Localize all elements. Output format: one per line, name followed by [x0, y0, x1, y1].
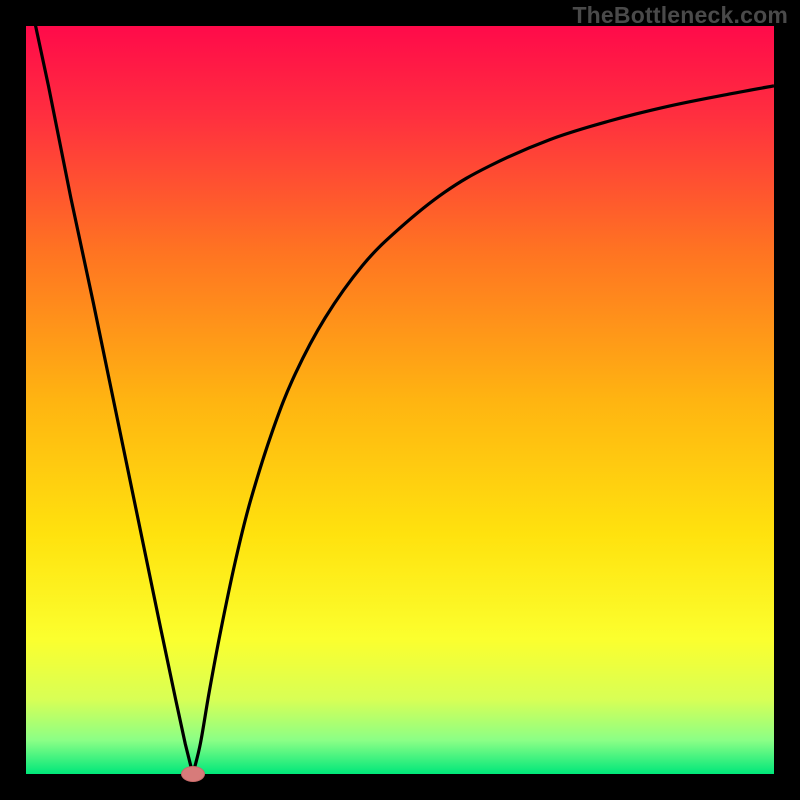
watermark-text: TheBottleneck.com: [572, 2, 788, 29]
bottleneck-curve: [26, 26, 774, 774]
chart-frame: TheBottleneck.com: [0, 0, 800, 800]
plot-area: [26, 26, 774, 774]
optimal-point-marker: [181, 766, 205, 782]
